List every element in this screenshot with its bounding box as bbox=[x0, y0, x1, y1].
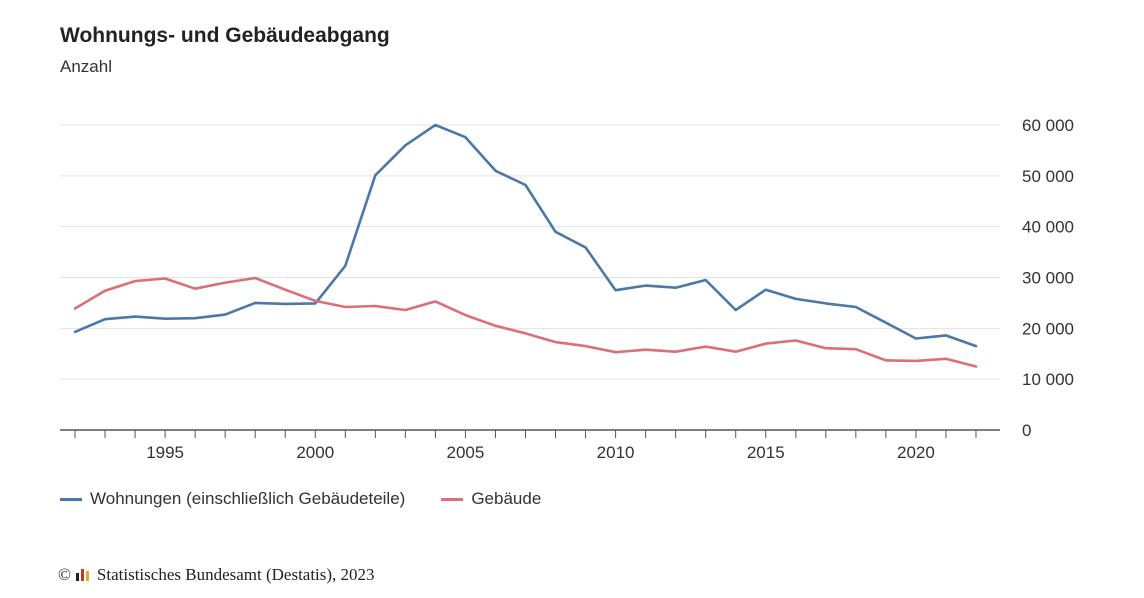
y-axis-tick-labels: 0 10 000 20 000 30 000 40 000 50 000 60 000 bbox=[1022, 116, 1074, 440]
legend-label-wohnungen: Wohnungen (einschließlich Gebäudeteile) bbox=[90, 489, 406, 508]
x-tick-label-1995: 1995 bbox=[146, 443, 184, 462]
x-tick-label-2015: 2015 bbox=[747, 443, 785, 462]
x-tick-label-2000: 2000 bbox=[296, 443, 334, 462]
y-tick-label-40000: 40 000 bbox=[1022, 218, 1074, 237]
y-tick-label-0: 0 bbox=[1022, 421, 1031, 440]
series-line-wohnungen bbox=[73, 123, 978, 348]
chart-title: Wohnungs- und Gebäudeabgang bbox=[60, 24, 390, 47]
series-line-gebaeude bbox=[73, 276, 978, 368]
legend: Wohnungen (einschließlich Gebäudeteile) … bbox=[60, 489, 577, 509]
line-chart: 0 10 000 20 000 30 000 40 000 50 000 60 000 19… bbox=[60, 116, 1074, 462]
x-tick-label-2005: 2005 bbox=[447, 443, 485, 462]
destatis-logo-icon bbox=[75, 569, 89, 581]
gridlines bbox=[60, 124, 1000, 380]
y-tick-label-20000: 20 000 bbox=[1022, 319, 1074, 338]
source-text: Statistisches Bundesamt (Destatis), 2023 bbox=[96, 565, 375, 584]
chart-subtitle: Anzahl bbox=[60, 57, 112, 76]
source-credit: © Statistisches Bundesamt (Destatis), 20… bbox=[58, 565, 375, 585]
legend-item-wohnungen[interactable]: Wohnungen (einschließlich Gebäudeteile) bbox=[60, 489, 405, 509]
x-tick-label-2010: 2010 bbox=[597, 443, 635, 462]
y-tick-label-60000: 60 000 bbox=[1022, 116, 1074, 135]
x-tick-label-2020: 2020 bbox=[897, 443, 935, 462]
y-tick-label-30000: 30 000 bbox=[1022, 269, 1074, 288]
copyright-symbol: © bbox=[58, 565, 71, 584]
y-tick-label-10000: 10 000 bbox=[1022, 370, 1074, 389]
legend-label-gebaeude: Gebäude bbox=[471, 489, 542, 508]
series-lines bbox=[73, 123, 978, 368]
y-tick-label-50000: 50 000 bbox=[1022, 167, 1074, 186]
x-axis: 1995 2000 2005 2010 2015 2020 bbox=[60, 429, 1000, 462]
legend-item-gebaeude[interactable]: Gebäude bbox=[441, 489, 541, 509]
legend-swatch-wohnungen bbox=[60, 497, 82, 501]
legend-swatch-gebaeude bbox=[441, 497, 464, 501]
